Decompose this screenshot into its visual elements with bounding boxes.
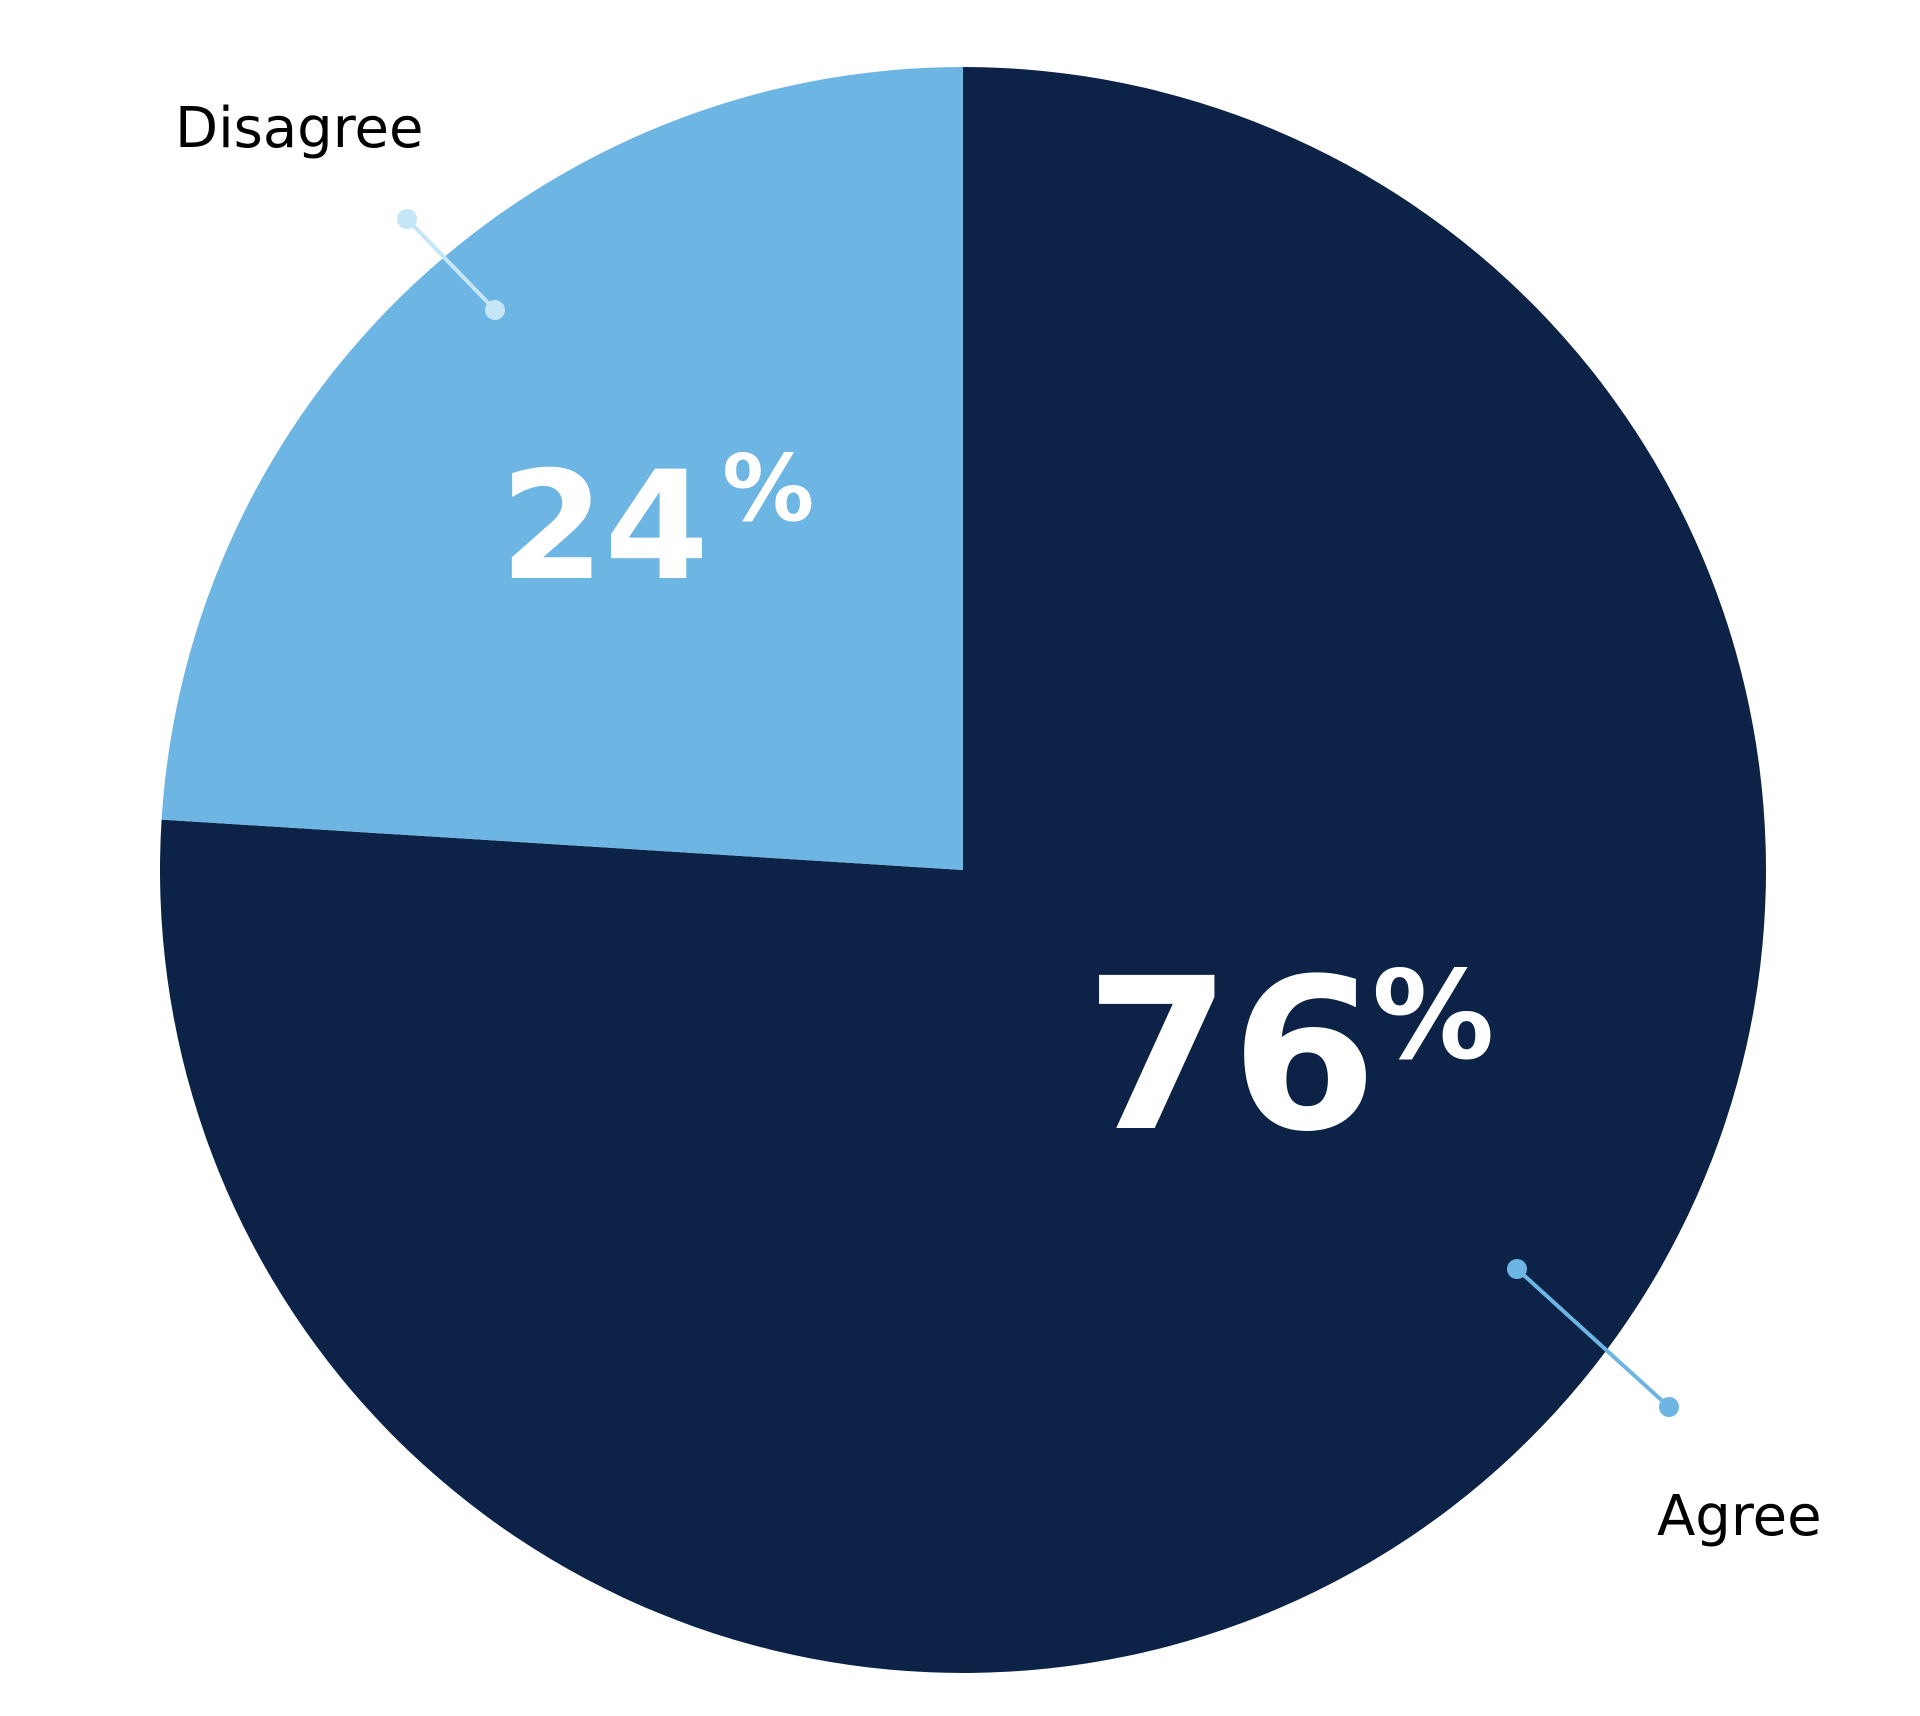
agree-label: Agree (1657, 1484, 1822, 1549)
agree-leader-line (1515, 1267, 1671, 1409)
agree-percent-value: 76 (1085, 933, 1377, 1178)
disagree-percent-sign: % (722, 435, 814, 542)
pie-slice-disagree (161, 67, 963, 870)
agree-leader-dot-start (1507, 1259, 1527, 1279)
disagree-leader-dot-end (485, 300, 505, 320)
leader-lines (397, 209, 1679, 1417)
disagree-label: Disagree (175, 96, 423, 161)
agree-leader-dot-end (1659, 1397, 1679, 1417)
agree-percent-sign: % (1372, 945, 1494, 1087)
pie-slices (160, 67, 1766, 1673)
disagree-leader-dot-start (397, 209, 417, 229)
disagree-percent-value: 24 (500, 440, 709, 614)
disagree-leader-line (405, 217, 497, 312)
